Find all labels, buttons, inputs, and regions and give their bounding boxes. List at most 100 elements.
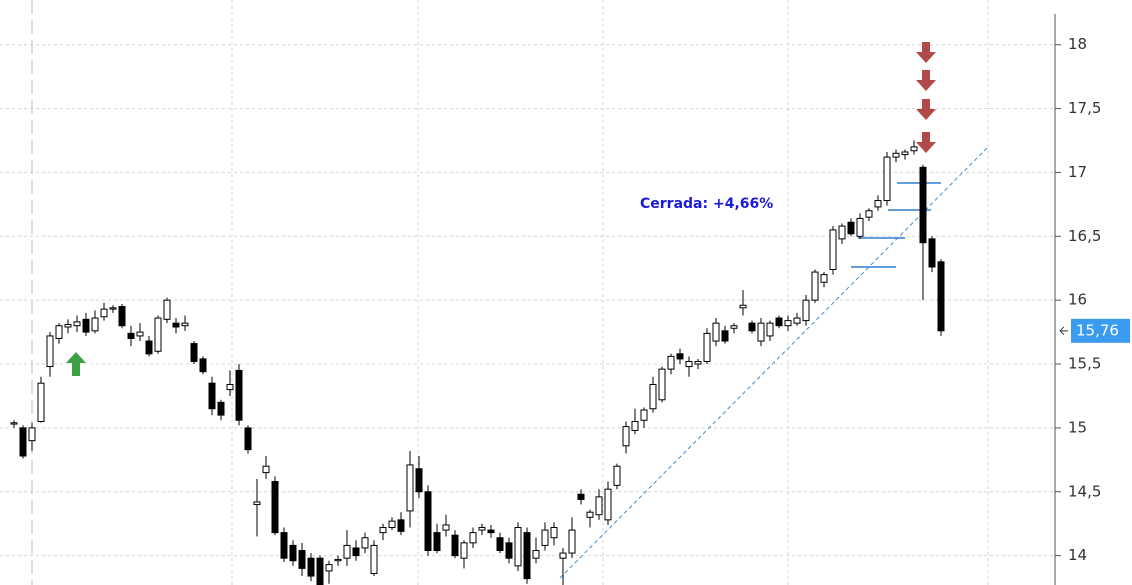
sell-signals bbox=[916, 42, 936, 153]
candle-body bbox=[667, 355, 675, 370]
candle-body bbox=[226, 383, 234, 391]
candle-body bbox=[847, 221, 855, 235]
candle-body bbox=[145, 340, 153, 355]
candle-body bbox=[64, 323, 72, 328]
candle-body bbox=[415, 468, 423, 493]
down-arrow bbox=[916, 70, 936, 91]
candle-body bbox=[550, 527, 558, 539]
candle-body bbox=[424, 491, 432, 552]
candle-body bbox=[10, 422, 18, 425]
candle-body bbox=[343, 544, 351, 559]
candle-body bbox=[559, 552, 567, 559]
candles bbox=[10, 140, 945, 585]
candle-body bbox=[865, 210, 873, 218]
candle-body bbox=[73, 321, 81, 327]
y-tick-label: 14,5 bbox=[1068, 482, 1101, 500]
candle-body bbox=[631, 421, 639, 431]
candle-body bbox=[379, 527, 387, 534]
candle-body bbox=[694, 360, 702, 365]
candle-body bbox=[298, 550, 306, 569]
candle-body bbox=[523, 532, 531, 580]
candle-body bbox=[370, 544, 378, 575]
candle-body bbox=[775, 317, 783, 327]
candle-body bbox=[793, 317, 801, 324]
candle-body bbox=[316, 557, 324, 585]
candle-body bbox=[937, 261, 945, 332]
candle-body bbox=[748, 322, 756, 332]
candle-body bbox=[136, 331, 144, 337]
candle-body bbox=[433, 532, 441, 552]
candle-body bbox=[856, 217, 864, 237]
candle-body bbox=[487, 529, 495, 534]
candle-body bbox=[262, 465, 270, 474]
candle-body bbox=[829, 229, 837, 271]
candle-body bbox=[82, 318, 90, 333]
candle-body bbox=[811, 271, 819, 301]
candle-body bbox=[685, 360, 693, 368]
candle-body bbox=[163, 299, 171, 320]
candle-body bbox=[730, 325, 738, 329]
candle-body bbox=[595, 496, 603, 516]
candle-body bbox=[622, 426, 630, 447]
candle-body bbox=[676, 353, 684, 360]
candle-body bbox=[721, 330, 729, 342]
candle-body bbox=[91, 317, 99, 332]
candle-body bbox=[604, 488, 612, 521]
last-price-pointer bbox=[1059, 326, 1068, 336]
y-tick-label: 16 bbox=[1068, 291, 1087, 309]
candle-body bbox=[406, 464, 414, 512]
candle-body bbox=[19, 427, 27, 457]
last-price-box bbox=[1071, 318, 1130, 343]
candle-body bbox=[181, 322, 189, 327]
candle-body bbox=[613, 465, 621, 486]
candle-body bbox=[649, 383, 657, 410]
down-arrow bbox=[916, 42, 936, 63]
buy-signal bbox=[66, 352, 86, 376]
candle-body bbox=[289, 544, 297, 562]
candle-body bbox=[469, 532, 477, 544]
candle-body bbox=[442, 524, 450, 531]
candle-body bbox=[532, 550, 540, 559]
candle-body bbox=[388, 520, 396, 529]
candle-body bbox=[361, 537, 369, 549]
candle-body bbox=[883, 156, 891, 202]
annotation: Cerrada: +4,66% bbox=[640, 196, 773, 212]
y-tick-label: 15,5 bbox=[1068, 355, 1101, 373]
trend-line bbox=[559, 146, 989, 579]
candle-body bbox=[118, 306, 126, 327]
candle-body bbox=[271, 481, 279, 534]
candle-body bbox=[505, 542, 513, 559]
candle-body bbox=[514, 527, 522, 567]
candle-body bbox=[568, 529, 576, 554]
candle-body bbox=[100, 308, 108, 318]
y-tick-label: 16,5 bbox=[1068, 227, 1101, 245]
candle-body bbox=[586, 511, 594, 518]
y-tick-label: 15 bbox=[1068, 418, 1087, 436]
candle-body bbox=[334, 558, 342, 562]
candle-body bbox=[460, 542, 468, 559]
candle-body bbox=[28, 427, 36, 442]
candle-body bbox=[253, 501, 261, 506]
candle-body bbox=[577, 493, 585, 500]
candle-body bbox=[37, 382, 45, 423]
candle-body bbox=[901, 151, 909, 156]
candle-body bbox=[757, 322, 765, 342]
horizontal-grid bbox=[0, 44, 1055, 557]
candle-body bbox=[541, 529, 549, 546]
up-arrow bbox=[66, 352, 86, 376]
candle-body bbox=[910, 146, 918, 152]
down-arrow bbox=[916, 99, 936, 120]
y-tick-label: 17 bbox=[1068, 163, 1087, 181]
candle-body bbox=[127, 332, 135, 339]
candle-body bbox=[658, 368, 666, 401]
candle-body bbox=[820, 274, 828, 283]
candle-body bbox=[325, 564, 333, 572]
candle-body bbox=[802, 299, 810, 322]
candle-body bbox=[712, 322, 720, 342]
candle-body bbox=[217, 401, 225, 416]
candle-body bbox=[397, 519, 405, 532]
candle-body bbox=[703, 332, 711, 362]
candle-body bbox=[739, 304, 747, 309]
y-tick-label: 17,5 bbox=[1068, 99, 1101, 117]
